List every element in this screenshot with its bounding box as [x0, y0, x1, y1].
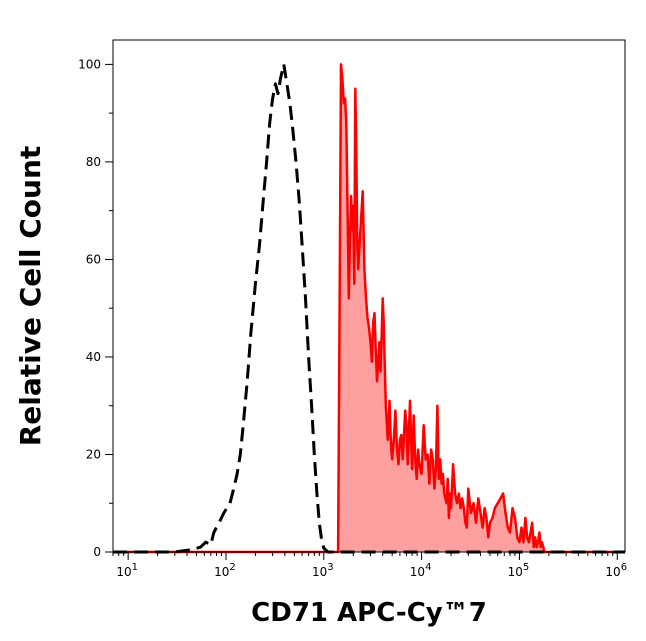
y-tick-label: 100 [78, 57, 101, 71]
plot-area [113, 62, 625, 554]
x-tick-label: 103 [312, 562, 334, 579]
x-tick-label: 104 [410, 562, 432, 579]
y-tick-label: 20 [86, 447, 101, 461]
plot-frame [112, 39, 626, 553]
axes: 0 20 40 60 80 100 101 102 103 104 105 106 [78, 57, 627, 579]
y-tick-label: 60 [86, 252, 101, 266]
x-tick-label: 101 [116, 562, 138, 579]
x-tick-label: 106 [605, 562, 627, 579]
x-tick-label: 105 [508, 562, 530, 579]
y-tick-label: 40 [86, 350, 101, 364]
x-tick-label: 102 [214, 562, 236, 579]
y-tick-label: 0 [93, 545, 101, 559]
y-axis-title: Relative Cell Count [14, 146, 47, 447]
y-tick-label: 80 [86, 155, 101, 169]
stained-histogram-fill [113, 64, 625, 553]
stained-histogram-line [113, 63, 625, 554]
x-axis-title: CD71 APC-Cy™7 [251, 598, 487, 628]
